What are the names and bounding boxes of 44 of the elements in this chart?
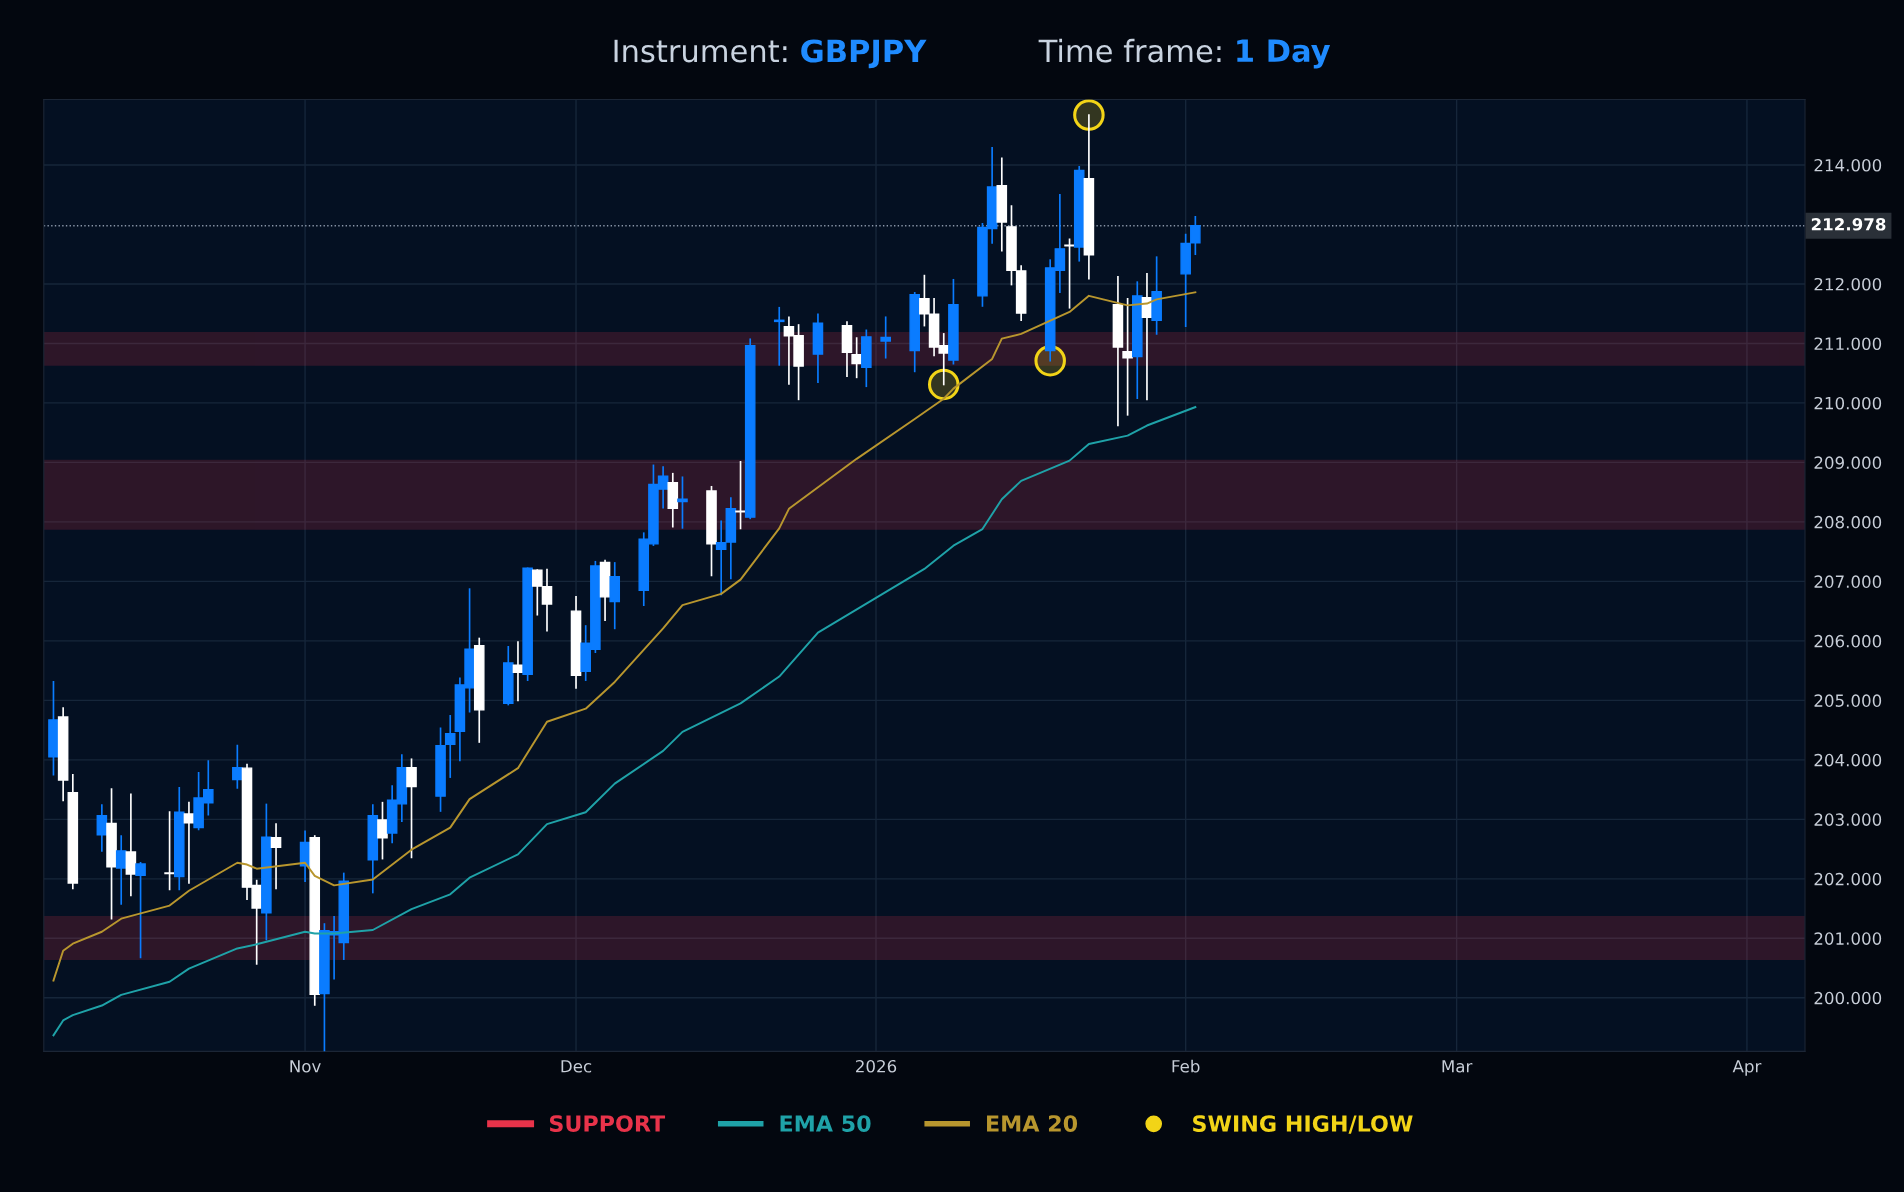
legend-label: SWING HIGH/LOW — [1193, 1115, 1413, 1134]
candlestick — [183, 801, 195, 884]
point — [1073, 99, 1105, 131]
line-series — [52, 291, 1197, 982]
candlestick — [125, 793, 137, 897]
chart-title: Instrument: GBPJPY — [614, 39, 927, 69]
y-tick-label: 200.000 — [1814, 991, 1882, 1005]
x-tick-label: Mar — [1442, 1060, 1473, 1073]
candlestick — [735, 460, 746, 530]
y-tick-label: 214.000 — [1814, 158, 1882, 172]
candlestick — [1122, 297, 1133, 416]
y-tick-label: 209.000 — [1814, 456, 1882, 469]
candlestick — [232, 744, 243, 789]
candlestick — [135, 861, 146, 959]
legend-label: EMA 20 — [987, 1115, 1078, 1132]
candlestick — [1064, 238, 1075, 309]
y-tick-label: 205.000 — [1814, 694, 1882, 707]
y-tick-label: 207.000 — [1814, 575, 1882, 588]
candlestick — [115, 835, 127, 905]
y-tick-label: 206.000 — [1814, 634, 1882, 648]
x-tick-label: Nov — [290, 1060, 321, 1073]
y-tick-label: 208.000 — [1814, 515, 1882, 529]
y-tick-label: 202.000 — [1814, 872, 1882, 886]
chart-subtitle: Time frame: 1 Day — [1038, 38, 1331, 69]
candlestick — [377, 801, 388, 860]
candlestick — [164, 811, 175, 891]
candlestick — [270, 823, 282, 890]
ref-line-label: 212.978 — [1811, 218, 1886, 231]
candlestick — [96, 804, 108, 852]
x-tick-label: Dec — [561, 1060, 592, 1073]
y-tick-label: 201.000 — [1814, 932, 1882, 945]
x-tick-label: Feb — [1172, 1059, 1200, 1073]
y-tick-label: 204.000 — [1814, 753, 1882, 767]
y-tick-label: 212.000 — [1814, 277, 1882, 291]
line-series — [52, 406, 1197, 1037]
y-tick-label: 210.000 — [1814, 396, 1882, 410]
candlestick — [406, 758, 417, 859]
y-tick-label: 211.000 — [1814, 337, 1882, 350]
x-tick-label: Apr — [1732, 1060, 1762, 1076]
legend-label: EMA 50 — [780, 1115, 871, 1132]
x-tick-label: 2026 — [856, 1059, 897, 1073]
y-tick-label: 203.000 — [1814, 813, 1882, 826]
candlestick — [880, 316, 891, 359]
legend-label: SUPPORT — [549, 1115, 666, 1132]
